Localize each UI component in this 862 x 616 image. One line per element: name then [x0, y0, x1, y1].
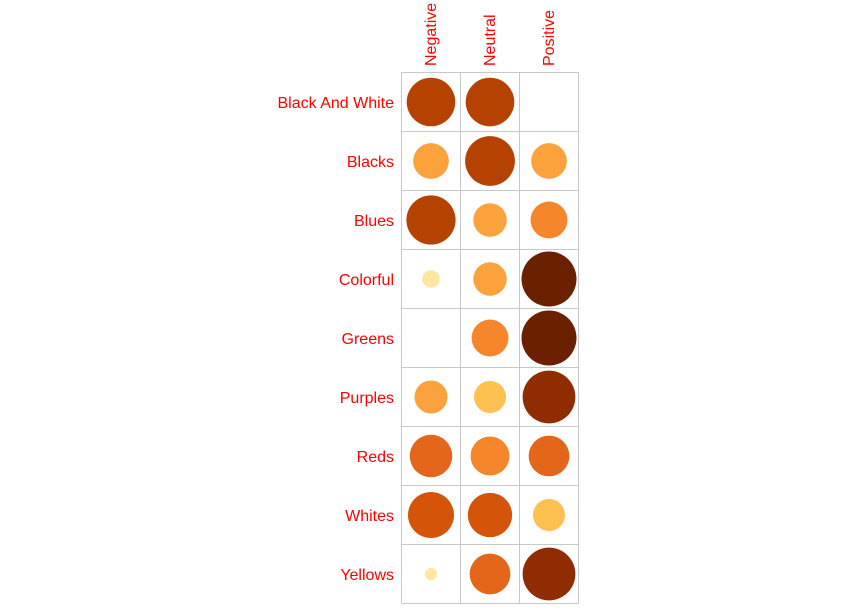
balloon-purples-negative — [414, 380, 448, 414]
balloon-blues-negative — [406, 195, 456, 245]
balloon-reds-negative — [409, 434, 453, 478]
row-label-colorful: Colorful — [339, 272, 394, 289]
grid — [401, 72, 579, 604]
row-label-whites: Whites — [345, 508, 394, 525]
balloon-whites-positive — [532, 498, 566, 532]
balloon-whites-negative — [407, 491, 455, 539]
balloon-colorful-positive — [521, 251, 577, 307]
balloon-greens-positive — [521, 310, 577, 366]
balloon-blacks-negative — [413, 143, 449, 179]
balloon-points — [406, 77, 577, 601]
balloon-whites-neutral — [467, 492, 513, 538]
column-labels: Negative Neutral Positive — [423, 3, 558, 66]
row-label-black-and-white: Black And White — [278, 95, 395, 112]
row-label-greens: Greens — [342, 331, 394, 348]
balloon-blues-neutral — [473, 203, 507, 237]
balloon-yellows-positive — [522, 547, 576, 601]
balloon-greens-neutral — [471, 319, 509, 357]
row-labels: Black And White Blacks Blues Colorful Greens… — [278, 95, 395, 584]
balloon-yellows-neutral — [469, 553, 511, 595]
balloon-yellows-negative — [424, 567, 438, 581]
row-label-purples: Purples — [340, 390, 394, 407]
balloon-colorful-negative — [422, 270, 440, 288]
column-label-positive: Positive — [541, 10, 558, 66]
row-label-yellows: Yellows — [340, 567, 394, 584]
row-label-blacks: Blacks — [347, 154, 394, 171]
balloon-reds-positive — [528, 435, 570, 477]
row-label-reds: Reds — [357, 449, 394, 466]
balloon-blacks-positive — [531, 143, 567, 179]
row-label-blues: Blues — [354, 213, 394, 230]
column-label-negative: Negative — [423, 3, 440, 66]
balloon-reds-neutral — [470, 436, 510, 476]
balloon-black-and-white-neutral — [465, 77, 515, 127]
balloon-blues-positive — [530, 201, 568, 239]
column-label-neutral: Neutral — [482, 14, 499, 66]
balloon-purples-neutral — [473, 380, 507, 414]
balloon-purples-positive — [522, 370, 576, 424]
balloon-colorful-neutral — [473, 262, 507, 296]
balloon-blacks-neutral — [465, 136, 515, 186]
balloon-black-and-white-negative — [406, 77, 456, 127]
